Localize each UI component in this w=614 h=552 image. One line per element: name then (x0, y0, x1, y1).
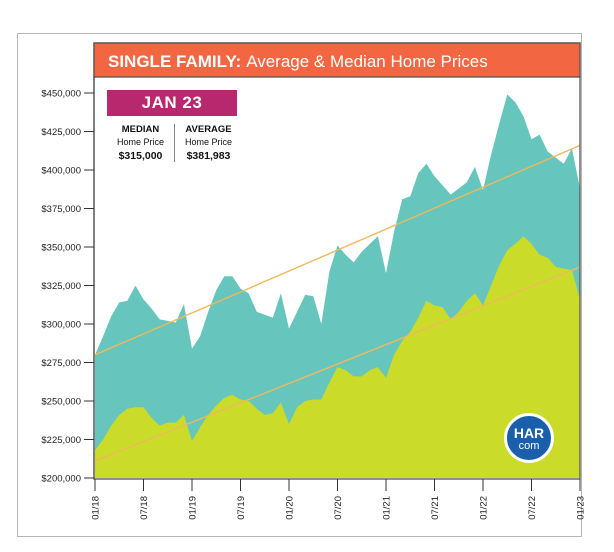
date-badge: JAN 23 (107, 90, 237, 116)
average-subheading: Home Price (184, 137, 232, 147)
y-tick-label: $400,000 (41, 166, 81, 177)
har-logo[interactable]: HAR com (504, 413, 554, 463)
x-tick-label: 01/19 (188, 496, 199, 520)
x-tick-label: 01/20 (285, 496, 296, 520)
x-tick-label: 01/18 (91, 496, 102, 520)
stats-panel: JAN 23 MEDIAN Home Price $315,000 AVERAG… (107, 90, 242, 162)
y-tick-label: $350,000 (41, 243, 81, 254)
x-tick-label: 07/18 (139, 496, 150, 520)
average-trendline (94, 144, 581, 356)
har-logo-subtext: com (518, 440, 540, 452)
average-heading: AVERAGE (185, 124, 232, 135)
median-heading: MEDIAN (121, 124, 160, 135)
median-subheading: Home Price (116, 137, 164, 147)
y-tick-label: $250,000 (41, 397, 81, 408)
chart-title-sub: Average & Median Home Prices (246, 52, 488, 71)
average-value: $381,983 (186, 150, 231, 162)
chart-title-main: SINGLE FAMILY: (108, 52, 241, 71)
y-tick-label: $425,000 (41, 127, 81, 138)
har-logo-text: HAR (513, 425, 545, 441)
y-tick-label: $300,000 (41, 320, 81, 331)
y-tick-label: $225,000 (41, 435, 81, 446)
chart-header-bar (93, 42, 581, 78)
x-tick-label: 01/23 (576, 496, 587, 520)
chart-title: SINGLE FAMILY: Average & Median Home Pric… (108, 52, 488, 71)
median-value: $315,000 (118, 150, 163, 162)
average-stat: AVERAGE Home Price $381,983 (174, 124, 242, 162)
y-tick-label: $325,000 (41, 281, 81, 292)
y-tick-label: $275,000 (41, 358, 81, 369)
y-tick-label: $375,000 (41, 204, 81, 215)
x-tick-label: 01/22 (479, 496, 490, 520)
x-tick-label: 07/21 (430, 496, 441, 520)
x-tick-label: 07/22 (527, 496, 538, 520)
y-tick-label: $200,000 (41, 474, 81, 485)
x-tick-label: 01/21 (382, 496, 393, 520)
median-stat: MEDIAN Home Price $315,000 (107, 124, 174, 162)
y-tick-label: $450,000 (41, 89, 81, 100)
median-trendline (94, 266, 581, 462)
median-price-area (95, 236, 580, 478)
x-tick-label: 07/20 (333, 496, 344, 520)
x-tick-label: 07/19 (236, 496, 247, 520)
